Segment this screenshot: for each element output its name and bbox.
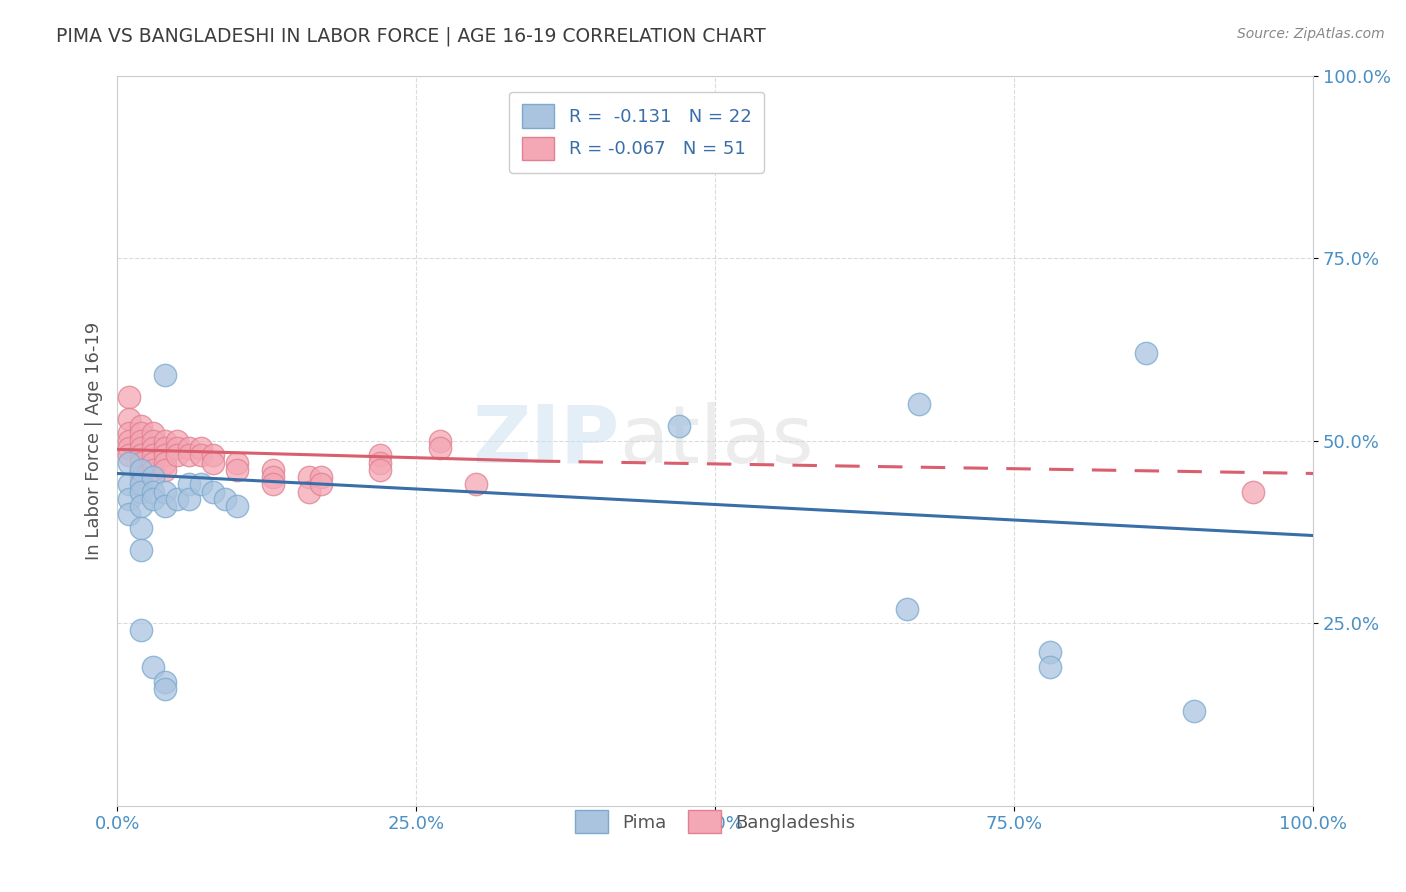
Point — [129, 477, 152, 491]
Legend: Pima, Bangladeshis: Pima, Bangladeshis — [564, 799, 866, 844]
Point — [429, 441, 451, 455]
Point — [297, 470, 319, 484]
Text: Source: ZipAtlas.com: Source: ZipAtlas.com — [1237, 27, 1385, 41]
Point — [370, 448, 392, 462]
Point — [129, 484, 152, 499]
Point — [118, 456, 141, 470]
Point — [129, 434, 152, 448]
Point — [166, 441, 188, 455]
Point — [177, 441, 200, 455]
Point — [1243, 484, 1265, 499]
Point — [118, 477, 141, 491]
Point — [142, 484, 165, 499]
Point — [142, 470, 165, 484]
Point — [118, 491, 141, 506]
Point — [153, 441, 176, 455]
Point — [429, 434, 451, 448]
Point — [1182, 704, 1205, 718]
Point — [262, 477, 284, 491]
Point — [129, 456, 152, 470]
Point — [214, 491, 236, 506]
Point — [201, 484, 224, 499]
Point — [118, 390, 141, 404]
Point — [142, 456, 165, 470]
Point — [129, 463, 152, 477]
Point — [907, 397, 929, 411]
Text: PIMA VS BANGLADESHI IN LABOR FORCE | AGE 16-19 CORRELATION CHART: PIMA VS BANGLADESHI IN LABOR FORCE | AGE… — [56, 27, 766, 46]
Point — [129, 624, 152, 638]
Point — [118, 411, 141, 425]
Point — [118, 441, 141, 455]
Point — [118, 434, 141, 448]
Point — [297, 484, 319, 499]
Text: atlas: atlas — [620, 401, 814, 480]
Point — [153, 448, 176, 462]
Point — [118, 507, 141, 521]
Point — [153, 463, 176, 477]
Point — [370, 456, 392, 470]
Point — [129, 441, 152, 455]
Point — [1039, 645, 1062, 659]
Point — [225, 463, 247, 477]
Point — [129, 463, 152, 477]
Point — [309, 477, 332, 491]
Point — [153, 681, 176, 696]
Point — [225, 456, 247, 470]
Point — [129, 543, 152, 558]
Point — [896, 601, 918, 615]
Point — [190, 441, 212, 455]
Y-axis label: In Labor Force | Age 16-19: In Labor Force | Age 16-19 — [86, 321, 103, 560]
Point — [370, 463, 392, 477]
Point — [129, 521, 152, 535]
Point — [129, 470, 152, 484]
Point — [201, 456, 224, 470]
Point — [129, 419, 152, 434]
Text: ZIP: ZIP — [472, 401, 620, 480]
Point — [129, 500, 152, 514]
Point — [190, 477, 212, 491]
Point — [118, 448, 141, 462]
Point — [225, 500, 247, 514]
Point — [153, 500, 176, 514]
Point — [465, 477, 488, 491]
Point — [166, 448, 188, 462]
Point — [142, 463, 165, 477]
Point — [153, 456, 176, 470]
Point — [142, 434, 165, 448]
Point — [153, 368, 176, 382]
Point — [177, 491, 200, 506]
Point — [142, 660, 165, 674]
Point — [262, 470, 284, 484]
Point — [129, 448, 152, 462]
Point — [142, 426, 165, 441]
Point — [153, 484, 176, 499]
Point — [166, 491, 188, 506]
Point — [142, 448, 165, 462]
Point — [668, 419, 690, 434]
Point — [142, 441, 165, 455]
Point — [129, 426, 152, 441]
Point — [262, 463, 284, 477]
Point — [153, 674, 176, 689]
Point — [190, 448, 212, 462]
Point — [309, 470, 332, 484]
Point — [1039, 660, 1062, 674]
Point — [142, 491, 165, 506]
Point — [177, 477, 200, 491]
Point — [201, 448, 224, 462]
Point — [166, 434, 188, 448]
Point — [118, 426, 141, 441]
Point — [153, 434, 176, 448]
Point — [177, 448, 200, 462]
Point — [1135, 346, 1157, 360]
